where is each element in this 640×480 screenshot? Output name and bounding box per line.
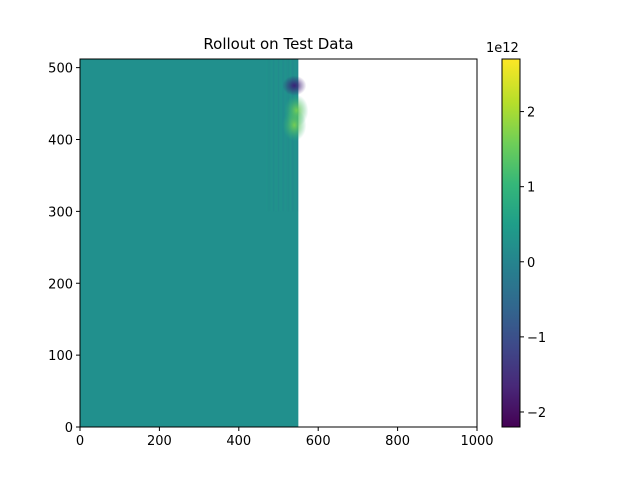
y-tick-label: 300 bbox=[48, 205, 73, 220]
x-axis: 0 200 400 600 800 1000 bbox=[76, 427, 494, 449]
y-tick-label: 400 bbox=[48, 134, 73, 149]
colorbar-tick-label: 2 bbox=[527, 106, 535, 121]
y-axis: 0 100 200 300 400 500 bbox=[48, 62, 80, 436]
x-tick-label: 1000 bbox=[460, 434, 493, 449]
x-tick-label: 600 bbox=[306, 434, 331, 449]
heatmap-region bbox=[80, 59, 299, 427]
x-tick-label: 800 bbox=[385, 434, 410, 449]
colorbar-axis: −2 −1 0 1 2 bbox=[520, 106, 546, 421]
colorbar-scale-label: 1e12 bbox=[486, 41, 519, 56]
x-tick-label: 0 bbox=[76, 434, 84, 449]
y-tick-label: 0 bbox=[65, 421, 73, 436]
y-tick-label: 100 bbox=[48, 349, 73, 364]
colorbar-tick-label: 1 bbox=[527, 181, 535, 196]
colorbar-tick-label: −2 bbox=[527, 406, 546, 421]
x-tick-label: 400 bbox=[226, 434, 251, 449]
y-tick-label: 500 bbox=[48, 62, 73, 77]
plot-frame bbox=[79, 58, 478, 428]
y-tick-label: 200 bbox=[48, 277, 73, 292]
colorbar-tick-label: −1 bbox=[527, 331, 546, 346]
colorbar-tick-label: 0 bbox=[527, 256, 535, 271]
colorbar bbox=[501, 58, 521, 428]
x-tick-label: 200 bbox=[147, 434, 172, 449]
heatmap-feature-2 bbox=[282, 109, 307, 142]
heatmap-feature-0 bbox=[282, 75, 307, 96]
chart-title: Rollout on Test Data bbox=[203, 35, 353, 53]
heatmap-layer bbox=[80, 59, 309, 427]
